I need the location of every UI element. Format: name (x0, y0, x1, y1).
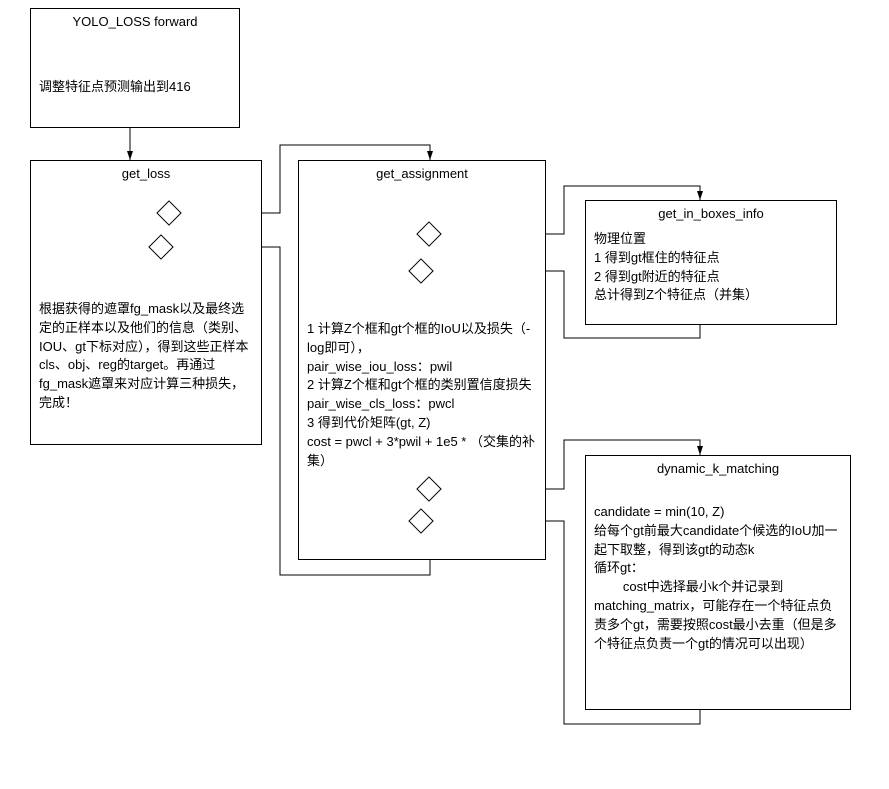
node-title: get_in_boxes_info (594, 205, 828, 224)
node-title: YOLO_LOSS forward (39, 13, 231, 32)
node-get-loss: get_loss 根据获得的遮罩fg_mask以及最终选定的正样本以及他们的信息… (30, 160, 262, 445)
node-body: candidate = min(10, Z) 给每个gt前最大candidate… (594, 503, 842, 654)
node-title: dynamic_k_matching (594, 460, 842, 479)
node-body: 调整特征点预测输出到416 (39, 78, 231, 97)
node-yolo-loss-forward: YOLO_LOSS forward 调整特征点预测输出到416 (30, 8, 240, 128)
node-get-assignment: get_assignment 1 计算Z个框和gt个框的IoU以及损失（-log… (298, 160, 546, 560)
node-get-in-boxes-info: get_in_boxes_info 物理位置 1 得到gt框住的特征点 2 得到… (585, 200, 837, 325)
node-body: 1 计算Z个框和gt个框的IoU以及损失（-log即可）， pair_wise_… (307, 320, 537, 471)
node-title: get_assignment (307, 165, 537, 184)
node-title: get_loss (39, 165, 253, 184)
node-body: 物理位置 1 得到gt框住的特征点 2 得到gt附近的特征点 总计得到Z个特征点… (594, 230, 828, 305)
node-body: 根据获得的遮罩fg_mask以及最终选定的正样本以及他们的信息（类别、IOU、g… (39, 300, 253, 413)
diagram-canvas: YOLO_LOSS forward 调整特征点预测输出到416 get_loss… (0, 0, 889, 789)
node-dynamic-k-matching: dynamic_k_matching candidate = min(10, Z… (585, 455, 851, 710)
